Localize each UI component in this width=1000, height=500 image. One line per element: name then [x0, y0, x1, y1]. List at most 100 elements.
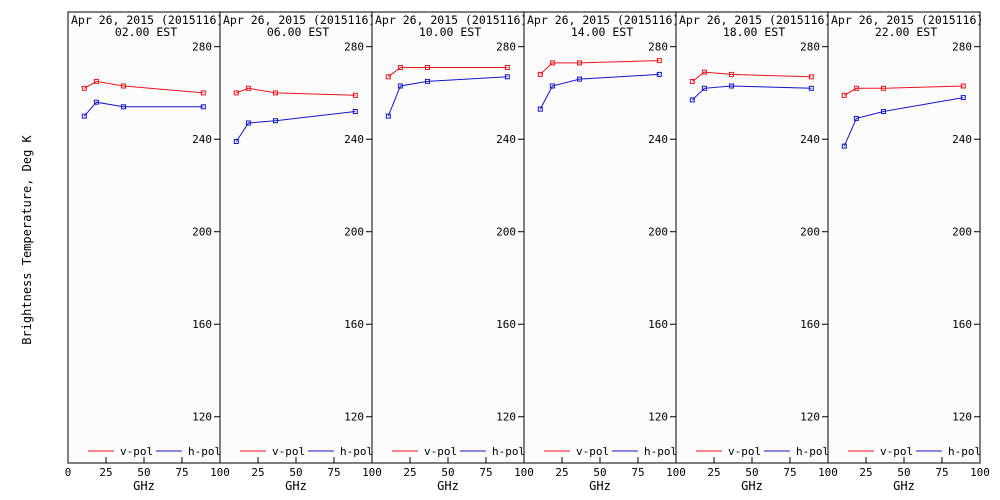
- x-tick-label: 50: [593, 466, 606, 479]
- x-axis-label: GHz: [893, 479, 915, 493]
- data-point-v-pol: [689, 78, 695, 84]
- panel-subtitle: 02.00 EST: [115, 25, 177, 39]
- x-tick-label: 25: [251, 466, 264, 479]
- legend-label-h-pol: h-pol: [796, 445, 829, 458]
- x-tick-label: 25: [99, 466, 112, 479]
- x-axis-label: GHz: [741, 479, 763, 493]
- panel-1: 120 160 200 240 280 0 25 50 75 100 GHz Apr 26, 2015…: [65, 11, 230, 493]
- data-point-h-pol: [729, 83, 734, 89]
- data-point-h-pol: [200, 104, 206, 110]
- x-axis-label: GHz: [285, 479, 307, 493]
- data-point-v-pol: [504, 65, 510, 70]
- y-tick-label: 240: [192, 133, 212, 146]
- y-tick-label: 200: [496, 226, 516, 239]
- x-tick-label: 50: [137, 466, 150, 479]
- panel-title: Apr 26, 2015 (2015116): [527, 13, 679, 27]
- data-point-h-pol: [245, 120, 251, 126]
- panel-5: 120 160 200 240 280 25 50 75 100 GHz Apr 26, 2015 …: [675, 11, 838, 493]
- series-line-v-pol: [387, 67, 508, 78]
- y-tick-label: 200: [648, 226, 668, 239]
- data-point-h-pol: [960, 95, 966, 101]
- panel-4: 120 160 200 240 280 25 50 75 100 GHz Apr 26, 2015 …: [523, 11, 686, 493]
- data-point-h-pol: [689, 97, 695, 103]
- series-line-v-pol: [84, 80, 204, 94]
- x-tick-label: 25: [403, 466, 416, 479]
- x-axis-label: GHz: [133, 479, 155, 493]
- y-tick-label: 280: [800, 41, 820, 54]
- y-tick-label: 240: [344, 133, 364, 146]
- series-line-h-pol: [83, 101, 204, 117]
- data-point-v-pol: [397, 65, 403, 70]
- data-point-v-pol: [200, 90, 206, 96]
- data-point-v-pol: [841, 92, 847, 98]
- y-tick-label: 240: [800, 133, 820, 146]
- data-point-h-pol: [233, 139, 239, 144]
- series-line-v-pol: [844, 85, 964, 96]
- x-tick-label: 0: [65, 466, 72, 479]
- panel-subtitle: 06.00 EST: [267, 25, 329, 39]
- x-tick-label: 75: [935, 466, 948, 479]
- x-tick-label: 100: [514, 466, 534, 479]
- legend-label-h-pol: h-pol: [340, 445, 373, 458]
- data-point-h-pol: [537, 106, 543, 112]
- data-point-v-pol: [352, 92, 358, 98]
- x-tick-label: 25: [707, 466, 720, 479]
- y-tick-label: 120: [952, 411, 972, 424]
- data-point-v-pol: [93, 78, 99, 84]
- data-point-h-pol: [841, 143, 847, 149]
- x-tick-label: 50: [441, 466, 454, 479]
- panel-subtitle: 22.00 EST: [875, 25, 937, 39]
- panel-title: Apr 26, 2015 (2015116): [831, 13, 983, 27]
- data-point-h-pol: [273, 118, 278, 124]
- data-point-v-pol: [233, 90, 239, 96]
- y-tick-label: 280: [344, 41, 364, 54]
- panel-title: Apr 26, 2015 (2015116): [223, 13, 375, 27]
- data-point-h-pol: [808, 85, 814, 91]
- y-tick-label: 240: [496, 133, 516, 146]
- plot-background: [524, 12, 676, 463]
- plot-background: [68, 12, 220, 463]
- data-point-h-pol: [853, 115, 859, 121]
- panels: 120 160 200 240 280 0 25 50 75 100 GHz Apr 26, 2015…: [65, 11, 990, 493]
- data-point-v-pol: [549, 60, 555, 66]
- data-point-v-pol: [729, 71, 734, 77]
- x-tick-label: 75: [783, 466, 796, 479]
- data-point-h-pol: [549, 83, 555, 89]
- y-tick-label: 120: [800, 411, 820, 424]
- panel-title: Apr 26, 2015 (2015116): [71, 13, 223, 27]
- x-tick-label: 75: [631, 466, 644, 479]
- plot-background: [220, 12, 372, 463]
- x-tick-label: 50: [745, 466, 758, 479]
- series-line-v-pol: [539, 60, 660, 75]
- series-line-h-pol: [387, 76, 508, 117]
- panel-6: 120 160 200 240 280 25 50 75 100 GHz Apr 26, 2015 …: [827, 11, 990, 493]
- data-point-h-pol: [656, 71, 662, 77]
- y-tick-label: 200: [800, 226, 820, 239]
- legend-label-v-pol: v-pol: [272, 445, 305, 458]
- panel-3: 120 160 200 240 280 25 50 75 100 GHz Apr 26, 2015 …: [371, 11, 534, 493]
- y-tick-label: 200: [192, 226, 212, 239]
- x-tick-label: 75: [327, 466, 340, 479]
- data-point-v-pol: [656, 58, 662, 64]
- x-tick-label: 50: [289, 466, 302, 479]
- x-tick-label: 25: [859, 466, 872, 479]
- y-tick-label: 160: [648, 318, 668, 331]
- legend-label-v-pol: v-pol: [576, 445, 609, 458]
- x-tick-label: 100: [970, 466, 990, 479]
- legend-label-v-pol: v-pol: [120, 445, 153, 458]
- y-tick-label: 120: [496, 411, 516, 424]
- y-tick-label: 160: [496, 318, 516, 331]
- y-tick-label: 280: [952, 41, 972, 54]
- panel-subtitle: 10.00 EST: [419, 25, 481, 39]
- data-point-v-pol: [537, 71, 543, 77]
- data-point-h-pol: [352, 109, 358, 114]
- data-point-v-pol: [425, 65, 430, 70]
- y-tick-label: 280: [496, 41, 516, 54]
- data-point-v-pol: [273, 90, 278, 96]
- plot-background: [372, 12, 524, 463]
- series-line-v-pol: [236, 87, 356, 96]
- data-point-h-pol: [397, 83, 403, 89]
- legend-label-v-pol: v-pol: [880, 445, 913, 458]
- x-tick-label: 25: [555, 466, 568, 479]
